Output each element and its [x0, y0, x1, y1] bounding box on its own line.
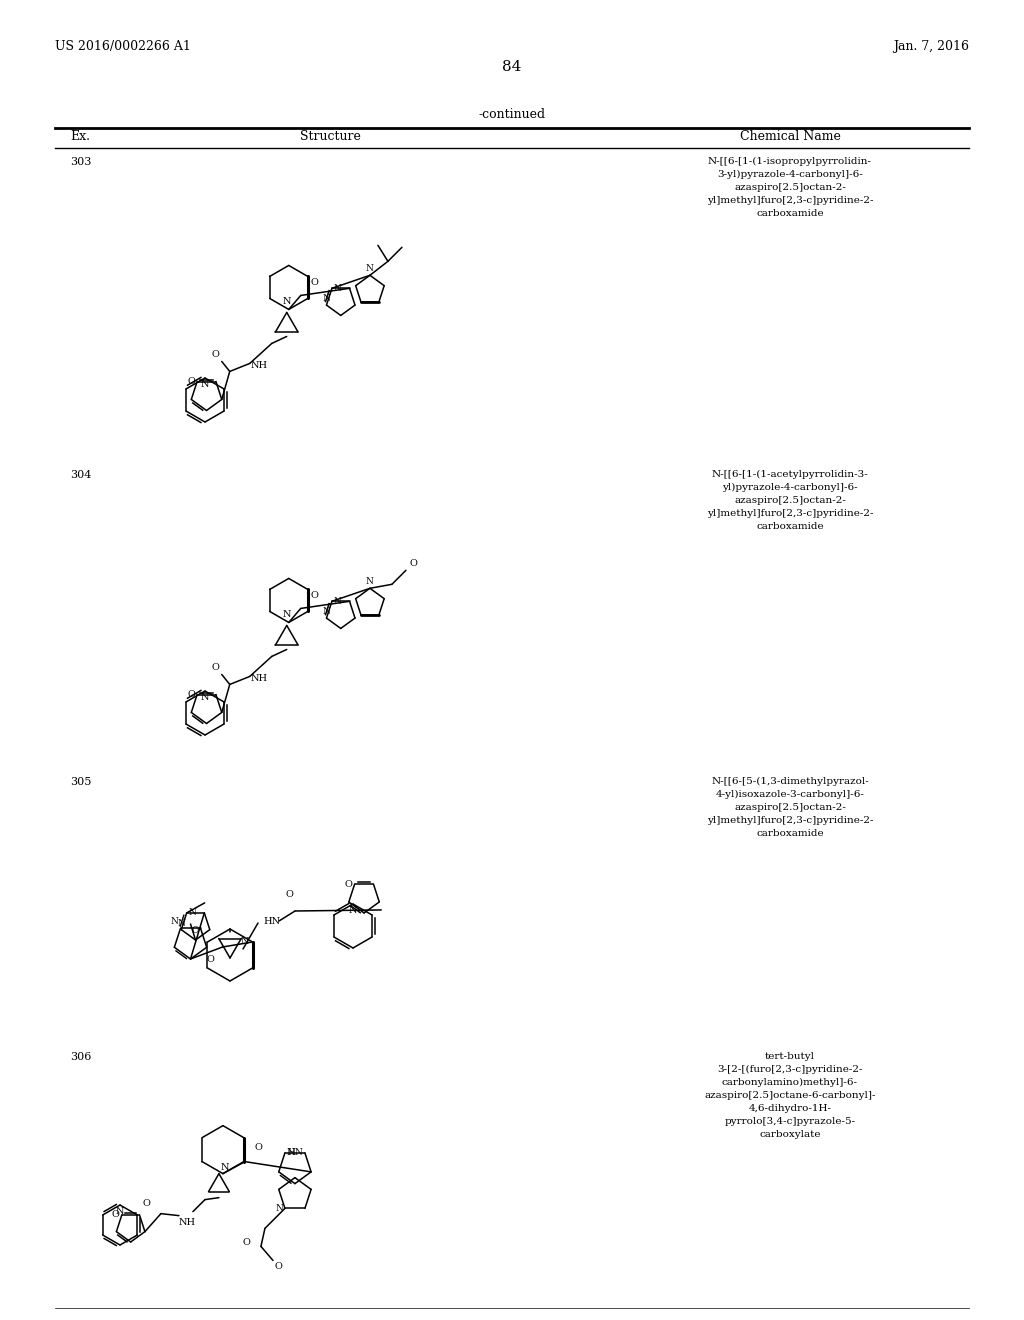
Text: yl]methyl]furo[2,3-c]pyridine-2-: yl]methyl]furo[2,3-c]pyridine-2-: [707, 195, 873, 205]
Text: 303: 303: [70, 157, 91, 168]
Text: O: O: [311, 591, 318, 601]
Text: N: N: [323, 607, 331, 616]
Text: 304: 304: [70, 470, 91, 480]
Text: yl)pyrazole-4-carbonyl]-6-: yl)pyrazole-4-carbonyl]-6-: [722, 483, 858, 492]
Text: O: O: [410, 560, 418, 569]
Text: N: N: [334, 284, 342, 293]
Text: N: N: [177, 919, 185, 928]
Text: HN: HN: [263, 916, 281, 925]
Text: 4,6-dihydro-1H-: 4,6-dihydro-1H-: [749, 1104, 831, 1113]
Text: 3-[2-[(furo[2,3-c]pyridine-2-: 3-[2-[(furo[2,3-c]pyridine-2-: [717, 1065, 863, 1074]
Text: N: N: [283, 610, 291, 619]
Text: O: O: [187, 378, 196, 385]
Text: azaspiro[2.5]octan-2-: azaspiro[2.5]octan-2-: [734, 496, 846, 506]
Text: O: O: [243, 1238, 251, 1247]
Text: N: N: [334, 597, 342, 606]
Text: O: O: [311, 279, 318, 288]
Text: yl]methyl]furo[2,3-c]pyridine-2-: yl]methyl]furo[2,3-c]pyridine-2-: [707, 510, 873, 517]
Text: 84: 84: [503, 59, 521, 74]
Text: US 2016/0002266 A1: US 2016/0002266 A1: [55, 40, 190, 53]
Text: N-[[6-[1-(1-acetylpyrrolidin-3-: N-[[6-[1-(1-acetylpyrrolidin-3-: [712, 470, 868, 479]
Text: N: N: [283, 297, 291, 306]
Text: N: N: [366, 264, 374, 273]
Text: tert-butyl: tert-butyl: [765, 1052, 815, 1061]
Text: yl]methyl]furo[2,3-c]pyridine-2-: yl]methyl]furo[2,3-c]pyridine-2-: [707, 816, 873, 825]
Text: carboxamide: carboxamide: [756, 209, 824, 218]
Text: O: O: [345, 879, 352, 888]
Text: carboxamide: carboxamide: [756, 521, 824, 531]
Text: O: O: [255, 1143, 263, 1151]
Text: O: O: [207, 954, 214, 964]
Text: carbonylamino)methyl]-6-: carbonylamino)methyl]-6-: [722, 1078, 858, 1088]
Text: N: N: [116, 1206, 124, 1216]
Text: N: N: [241, 937, 250, 946]
Text: N: N: [188, 908, 197, 917]
Text: 306: 306: [70, 1052, 91, 1063]
Text: NH: NH: [251, 675, 268, 682]
Text: Structure: Structure: [300, 129, 360, 143]
Text: N: N: [201, 693, 209, 702]
Text: Chemical Name: Chemical Name: [739, 129, 841, 143]
Text: carboxamide: carboxamide: [756, 829, 824, 838]
Text: Jan. 7, 2016: Jan. 7, 2016: [893, 40, 969, 53]
Text: N: N: [201, 380, 209, 389]
Text: O: O: [274, 1262, 283, 1271]
Text: N: N: [349, 906, 357, 915]
Text: O: O: [112, 1210, 120, 1220]
Text: N: N: [275, 1204, 283, 1213]
Text: azaspiro[2.5]octane-6-carbonyl]-: azaspiro[2.5]octane-6-carbonyl]-: [705, 1092, 876, 1100]
Text: O: O: [187, 690, 196, 700]
Text: N-[[6-[5-(1,3-dimethylpyrazol-: N-[[6-[5-(1,3-dimethylpyrazol-: [711, 777, 869, 787]
Text: N: N: [171, 917, 178, 927]
Text: -continued: -continued: [478, 108, 546, 121]
Text: NH: NH: [179, 1217, 196, 1226]
Text: O: O: [212, 664, 220, 672]
Text: N: N: [366, 577, 374, 586]
Text: 4-yl)isoxazole-3-carbonyl]-6-: 4-yl)isoxazole-3-carbonyl]-6-: [716, 789, 864, 799]
Text: O: O: [285, 890, 293, 899]
Text: O: O: [191, 925, 199, 935]
Text: N: N: [287, 1148, 295, 1158]
Text: O: O: [143, 1199, 151, 1208]
Text: NH: NH: [251, 360, 268, 370]
Text: pyrrolo[3,4-c]pyrazole-5-: pyrrolo[3,4-c]pyrazole-5-: [724, 1117, 856, 1126]
Text: O: O: [212, 350, 220, 359]
Text: azaspiro[2.5]octan-2-: azaspiro[2.5]octan-2-: [734, 803, 846, 812]
Text: N-[[6-[1-(1-isopropylpyrrolidin-: N-[[6-[1-(1-isopropylpyrrolidin-: [708, 157, 872, 166]
Text: N: N: [221, 1163, 229, 1172]
Text: HN: HN: [287, 1148, 303, 1158]
Text: azaspiro[2.5]octan-2-: azaspiro[2.5]octan-2-: [734, 183, 846, 191]
Text: N: N: [323, 294, 331, 304]
Text: Ex.: Ex.: [70, 129, 90, 143]
Text: carboxylate: carboxylate: [759, 1130, 821, 1139]
Text: 305: 305: [70, 777, 91, 787]
Text: 3-yl)pyrazole-4-carbonyl]-6-: 3-yl)pyrazole-4-carbonyl]-6-: [717, 170, 863, 180]
